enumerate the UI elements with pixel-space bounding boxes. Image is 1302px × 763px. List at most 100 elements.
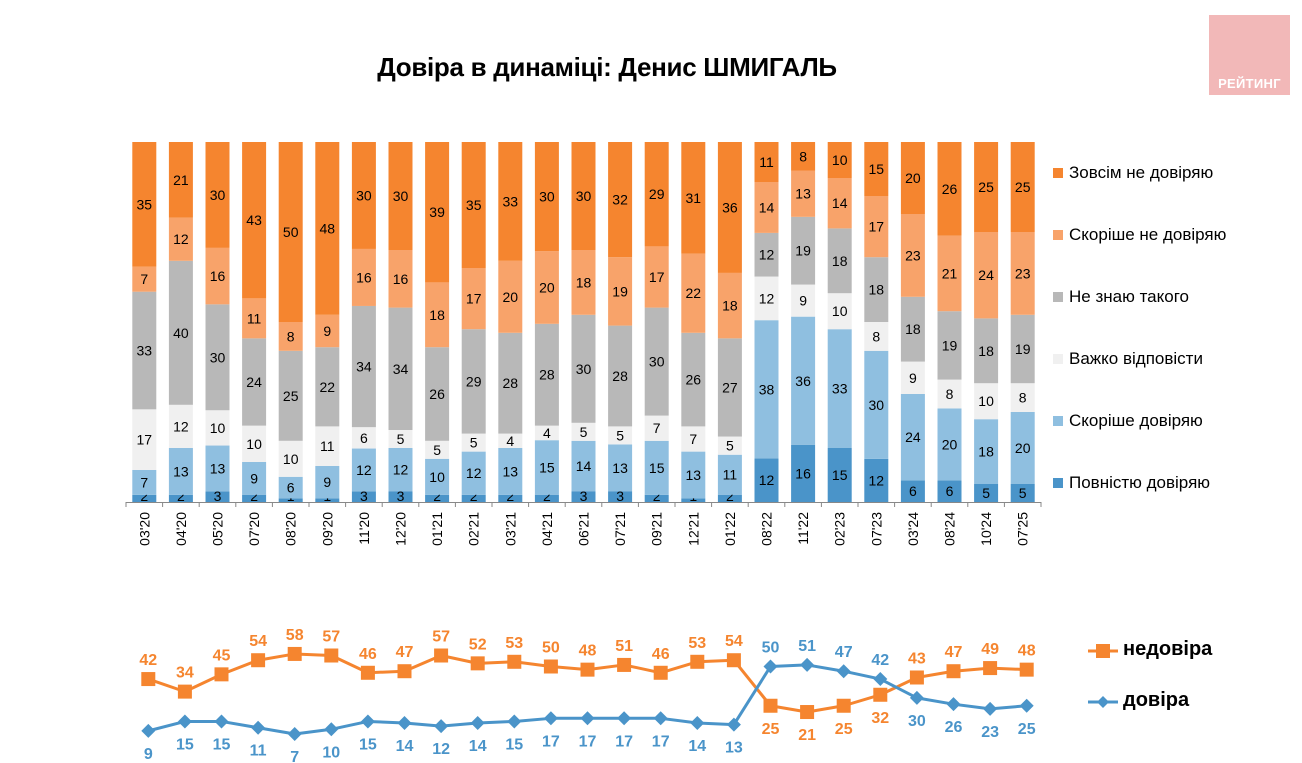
bar-segment [1010, 383, 1035, 412]
line-marker-diamond [983, 701, 998, 716]
bar-segment [461, 329, 486, 434]
line-data-label: 51 [615, 638, 633, 655]
x-tick-label: 04'20 [173, 512, 189, 546]
bar-data-label: 19 [1015, 341, 1031, 357]
bar-data-label: 9 [250, 470, 258, 486]
bar-data-label: 12 [759, 472, 775, 488]
bar-data-label: 15 [832, 467, 848, 483]
line-marker-square [836, 698, 851, 713]
bar-data-label: 24 [246, 374, 262, 390]
bar-segment [351, 142, 376, 249]
bar-data-label: 20 [503, 289, 519, 305]
bar-segment [425, 347, 450, 441]
bar-segment [864, 257, 889, 322]
line-data-label: 58 [286, 627, 304, 644]
bar-data-label: 15 [539, 459, 555, 475]
bar-data-label: 23 [1015, 265, 1031, 281]
bar-data-label: 6 [360, 430, 368, 446]
line-data-label: 15 [359, 736, 377, 753]
x-tick-label: 10'24 [978, 512, 994, 546]
bar-data-label: 13 [686, 467, 702, 483]
legend-label: Скоріше не довіряю [1069, 225, 1227, 244]
bar-segment [242, 298, 267, 339]
bar-data-label: 7 [140, 271, 148, 287]
line-marker-diamond [360, 714, 375, 729]
bar-data-label: 7 [140, 474, 148, 490]
bar-segment [498, 260, 523, 333]
bar-segment [644, 246, 669, 308]
bar-segment [278, 142, 303, 322]
bar-segment [754, 276, 779, 321]
line-marker-square [470, 656, 485, 671]
bar-segment [681, 498, 706, 502]
bar-data-label: 10 [246, 436, 262, 452]
bar-segment [205, 410, 230, 446]
bar-data-label: 30 [649, 354, 665, 370]
bar-data-label: 18 [429, 307, 445, 323]
line-data-label: 54 [725, 633, 743, 650]
bar-data-label: 12 [356, 462, 372, 478]
bar-data-label: 11 [320, 438, 335, 454]
line-data-label: 21 [798, 727, 816, 744]
bar-segment [900, 296, 925, 362]
bar-segment [461, 142, 486, 268]
bar-segment [754, 320, 779, 459]
bar-data-label: 2 [433, 488, 441, 504]
x-tick-label: 08'24 [942, 512, 958, 546]
line-marker-diamond [1019, 698, 1034, 713]
bar-segment [571, 250, 596, 315]
bar-segment [900, 361, 925, 394]
bar-segment [351, 491, 376, 502]
line-data-label: 57 [432, 629, 450, 646]
line-marker-square [653, 665, 668, 680]
bar-segment [534, 142, 559, 252]
bar-segment [205, 304, 230, 411]
bar-data-label: 28 [503, 375, 519, 391]
bar-segment [205, 491, 230, 502]
bar-segment [754, 142, 779, 182]
bar-segment [498, 433, 523, 448]
bar-segment [388, 142, 413, 250]
bar-segment [827, 329, 852, 448]
bar-segment [425, 494, 450, 502]
bar-segment [791, 142, 816, 171]
bar-segment [242, 494, 267, 502]
line-legend-label: недовіра [1123, 638, 1213, 660]
line-marker-square [177, 684, 192, 699]
bar-segment [900, 214, 925, 297]
bar-data-label: 3 [616, 488, 624, 504]
bar-segment [132, 494, 157, 502]
line-marker-diamond [690, 716, 705, 731]
legend-swatch [1053, 291, 1063, 302]
bar-segment [681, 451, 706, 499]
line-marker-diamond [909, 690, 924, 705]
x-tick-label: 02'21 [466, 512, 482, 546]
line-marker-diamond [946, 697, 961, 712]
line-data-label: 25 [835, 721, 853, 738]
line-marker-diamond [324, 722, 339, 737]
bar-data-label: 15 [649, 460, 665, 476]
bar-data-label: 30 [869, 397, 885, 413]
line-data-label: 15 [176, 736, 194, 753]
bar-segment [900, 480, 925, 502]
line-legend-marker-diamond [1097, 696, 1109, 708]
bar-segment [168, 448, 193, 495]
line-marker-diamond [141, 723, 156, 738]
legend-item: Скоріше довіряю [1053, 411, 1203, 431]
bar-segment [937, 142, 962, 236]
line-marker-diamond [177, 714, 192, 729]
bar-data-label: 25 [283, 388, 299, 404]
bar-data-label: 13 [612, 460, 628, 476]
bar-segment [388, 430, 413, 448]
line-marker-square [1019, 662, 1034, 677]
line-marker-diamond [470, 716, 485, 731]
bar-data-label: 18 [832, 253, 848, 269]
bar-data-label: 5 [580, 424, 588, 440]
bar-data-label: 24 [978, 267, 994, 283]
bar-data-label: 4 [506, 433, 514, 449]
legend-label: Не знаю такого [1069, 287, 1189, 306]
bar-data-label: 26 [429, 386, 445, 402]
bar-data-label: 17 [466, 291, 482, 307]
line-marker-square [324, 648, 339, 663]
chart-title: Довіра в динаміці: Денис ШМИГАЛЬ [377, 52, 837, 82]
